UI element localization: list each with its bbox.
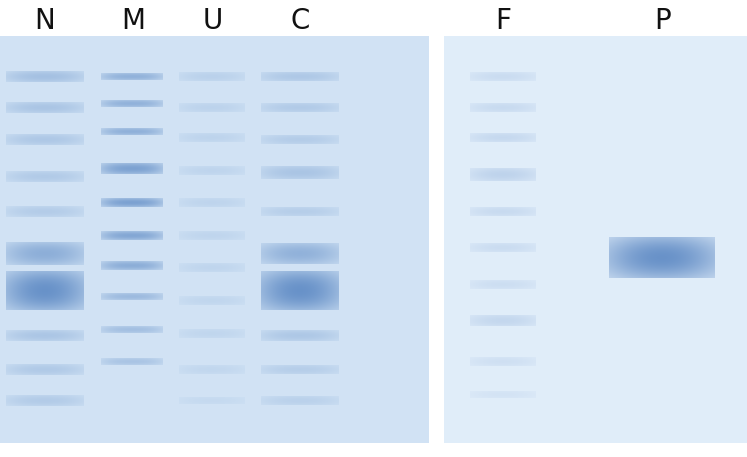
Text: N: N [34,6,55,35]
Text: M: M [121,6,145,35]
Text: F: F [495,6,511,35]
Text: P: P [654,6,671,35]
Text: C: C [291,6,310,35]
Text: U: U [202,6,223,35]
